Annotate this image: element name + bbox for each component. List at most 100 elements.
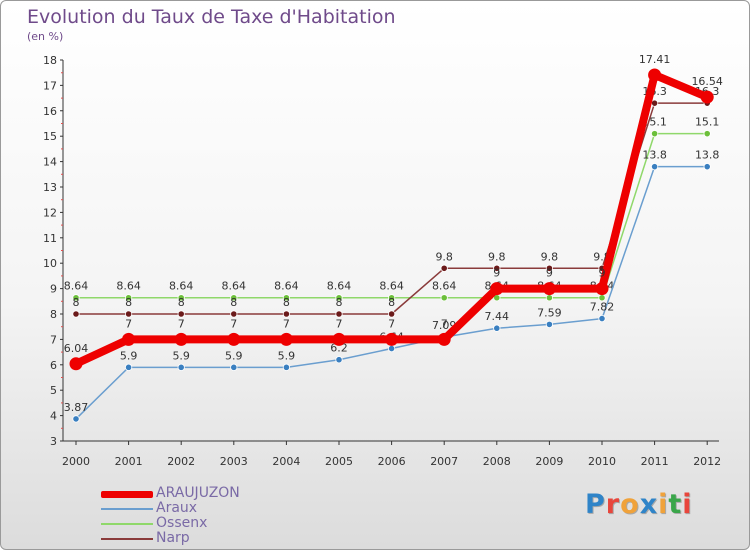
x-tick-label: 2001	[115, 455, 143, 468]
x-tick-label: 2004	[272, 455, 300, 468]
x-tick-label: 2007	[430, 455, 458, 468]
legend-swatch-ossenx	[101, 523, 153, 525]
data-point-araux	[493, 324, 501, 332]
data-label-narp: 8	[388, 296, 395, 309]
data-point-araujuzon	[332, 332, 346, 346]
y-tick-label: 4	[50, 410, 57, 423]
data-label-araujuzon: 7	[336, 317, 343, 330]
data-label-ossenx: 8.64	[64, 280, 89, 293]
data-label-narp: 8	[178, 296, 185, 309]
data-point-ossenx	[650, 130, 659, 138]
data-point-araux	[177, 363, 185, 371]
data-point-narp	[387, 310, 396, 318]
data-point-araujuzon	[648, 68, 662, 82]
data-label-narp: 9.8	[488, 250, 506, 263]
y-tick-label: 3	[50, 435, 57, 448]
legend-label-ossenx: Ossenx	[156, 515, 208, 531]
data-point-narp	[440, 264, 448, 272]
data-point-ossenx	[703, 130, 711, 138]
y-tick-label: 5	[50, 384, 57, 397]
data-point-araux	[72, 415, 80, 423]
data-label-araux: 5.9	[120, 349, 138, 362]
legend-swatch-narp	[101, 538, 153, 540]
y-tick-label: 8	[50, 308, 57, 321]
data-label-araux: 13.8	[695, 149, 720, 162]
y-tick-label: 9	[50, 283, 57, 296]
data-label-araux: 7.59	[537, 306, 562, 319]
y-tick-label: 6	[50, 359, 57, 372]
logo-letter: i	[658, 489, 669, 520]
data-point-araujuzon	[227, 332, 241, 346]
data-point-narp	[493, 264, 501, 272]
data-point-ossenx	[72, 294, 80, 302]
x-tick-label: 2012	[693, 455, 721, 468]
data-point-araux	[282, 363, 290, 371]
data-label-narp: 8	[73, 296, 80, 309]
data-point-narp	[125, 310, 133, 318]
series-line-araux	[75, 165, 708, 420]
y-tick-label: 7	[50, 333, 57, 346]
data-label-araux: 13.8	[642, 149, 667, 162]
data-point-araux	[703, 163, 711, 171]
data-label-narp: 8	[230, 296, 237, 309]
data-point-araujuzon	[595, 282, 609, 296]
y-tick-label: 11	[43, 232, 57, 245]
data-label-araujuzon: 6.04	[64, 342, 89, 355]
legend-label-araujuzon: ARAUJUZON	[156, 485, 240, 501]
x-tick-label: 2000	[62, 455, 90, 468]
data-label-narp: 8	[125, 296, 132, 309]
data-label-ossenx: 8.64	[222, 280, 247, 293]
y-tick-label: 18	[43, 54, 57, 67]
data-label-araujuzon: 9	[599, 267, 606, 280]
legend-swatch-araujuzon	[101, 491, 153, 498]
x-tick-label: 2003	[220, 455, 248, 468]
data-label-araujuzon: 9	[493, 267, 500, 280]
data-point-araujuzon	[700, 90, 714, 104]
data-label-narp: 8	[283, 296, 290, 309]
data-label-narp: 8	[336, 296, 343, 309]
data-label-araux: 5.9	[172, 349, 190, 362]
data-point-narp	[335, 310, 343, 318]
data-point-narp	[282, 310, 290, 318]
data-point-narp	[230, 310, 238, 318]
chart-title: Evolution du Taux de Taxe d'Habitation	[27, 6, 396, 28]
y-tick-label: 10	[43, 257, 57, 270]
data-label-araux: 3.87	[64, 401, 89, 414]
x-tick-label: 2008	[483, 455, 511, 468]
data-point-araujuzon	[279, 332, 293, 346]
data-point-araujuzon	[174, 332, 188, 346]
data-point-narp	[650, 99, 659, 107]
data-label-araujuzon: 7	[388, 317, 395, 330]
data-point-ossenx	[545, 294, 554, 302]
data-label-ossenx: 8.64	[327, 280, 352, 293]
data-label-araux: 6.2	[330, 342, 348, 355]
data-label-ossenx: 8.64	[116, 280, 141, 293]
data-label-ossenx: 15.1	[642, 116, 667, 129]
y-tick-label: 12	[43, 206, 57, 219]
data-label-narp: 9.8	[435, 250, 453, 263]
data-label-ossenx: 8.64	[169, 280, 194, 293]
chart-subtitle: (en %)	[27, 30, 64, 43]
data-label-araux: 5.9	[225, 349, 243, 362]
x-tick-label: 2005	[325, 455, 353, 468]
data-label-ossenx: 8.64	[432, 280, 457, 293]
data-label-araux: 5.9	[278, 349, 296, 362]
y-tick-label: 16	[43, 105, 57, 118]
logo-letter: o	[620, 489, 640, 520]
logo-letter: r	[605, 489, 621, 520]
y-tick-label: 13	[43, 181, 57, 194]
data-point-ossenx	[282, 294, 290, 302]
data-point-araujuzon	[69, 357, 83, 371]
data-point-ossenx	[335, 294, 343, 302]
data-point-araux	[650, 163, 659, 171]
data-point-ossenx	[230, 294, 238, 302]
data-label-ossenx: 8.64	[379, 280, 404, 293]
data-label-narp: 9.8	[541, 250, 559, 263]
x-tick-label: 2006	[378, 455, 406, 468]
data-point-araux	[335, 356, 343, 364]
data-label-ossenx: 8.64	[274, 280, 299, 293]
data-point-narp	[72, 310, 80, 318]
data-label-ossenx: 15.1	[695, 116, 720, 129]
data-point-araux	[387, 344, 396, 353]
